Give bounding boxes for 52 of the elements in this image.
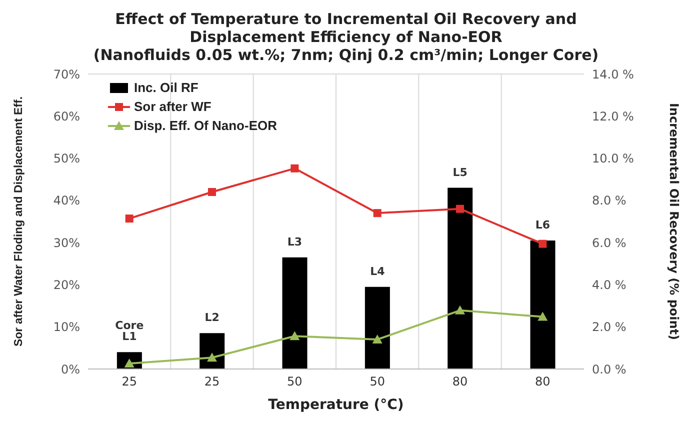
point <box>538 240 547 248</box>
bar <box>448 188 473 369</box>
y-tick-label: 60% <box>53 109 80 124</box>
y2-tick-label: 14.0 % <box>592 67 634 82</box>
y-tick-label: 10% <box>53 320 80 334</box>
x-tick-label: 50 <box>287 374 302 389</box>
y-tick-label: 0% <box>60 362 80 376</box>
x-tick-label: 50 <box>370 374 385 389</box>
point <box>125 214 134 223</box>
bar <box>282 257 308 369</box>
data-label: Core L1 <box>115 319 144 344</box>
chart-title: Effect of Temperature to Incremental Oil Recovery and Displacement Efficiency of Nano-EOR <box>114 9 578 46</box>
point <box>372 334 382 344</box>
point <box>538 312 548 321</box>
y2-tick-label: 8.0 % <box>592 194 626 208</box>
y2-tick-label: 0.0 % <box>592 362 626 376</box>
legend-label: Inc. Oil RF <box>134 79 198 97</box>
data-label: L3 <box>287 235 302 248</box>
y2-tick-label: 4.0 % <box>592 278 626 292</box>
y2-tick-label: 6.0 % <box>592 236 626 250</box>
legend-label: Sor after WF <box>134 98 212 116</box>
y2-axis-title: Incremental Oil Recovery (% point) <box>666 102 681 340</box>
y-tick-label: 30% <box>53 236 80 250</box>
x-axis-title: Temperature (°C) <box>268 397 404 413</box>
point <box>290 331 300 340</box>
y-axis-title: Sor after Water Floding and Displacement Eff. <box>13 96 26 347</box>
point <box>455 305 465 314</box>
bar <box>200 333 225 369</box>
x-tick-label: 25 <box>122 374 137 389</box>
data-label: L4 <box>370 264 386 278</box>
x-tick-label: 80 <box>452 374 468 389</box>
point <box>290 164 299 172</box>
point <box>208 188 216 196</box>
y2-tick-label: 12.0 % <box>592 109 634 124</box>
point <box>456 204 464 213</box>
bar <box>364 286 390 369</box>
data-label: L6 <box>535 218 550 232</box>
x-tick-label: 80 <box>535 374 550 389</box>
chart-subtitle: (Nanofluids 0.05 wt.%; 7nm; Qinj 0.2 cm³/min; Longer Core) <box>92 46 600 64</box>
point <box>207 352 217 362</box>
y2-tick-label: 2.0 % <box>592 320 626 334</box>
y-tick-label: 50% <box>53 152 80 166</box>
bar <box>530 240 556 369</box>
y2-tick-label: 10.0 % <box>592 152 634 166</box>
point <box>373 209 382 218</box>
y-tick-label: 40% <box>53 194 80 208</box>
data-label: L5 <box>452 166 468 179</box>
y-tick-label: 20% <box>53 278 80 292</box>
x-tick-label: 25 <box>204 374 220 389</box>
y-tick-label: 70% <box>53 67 80 82</box>
legend-label: Disp. Eff. Of Nano-EOR <box>134 117 277 135</box>
data-label: L2 <box>204 311 220 324</box>
